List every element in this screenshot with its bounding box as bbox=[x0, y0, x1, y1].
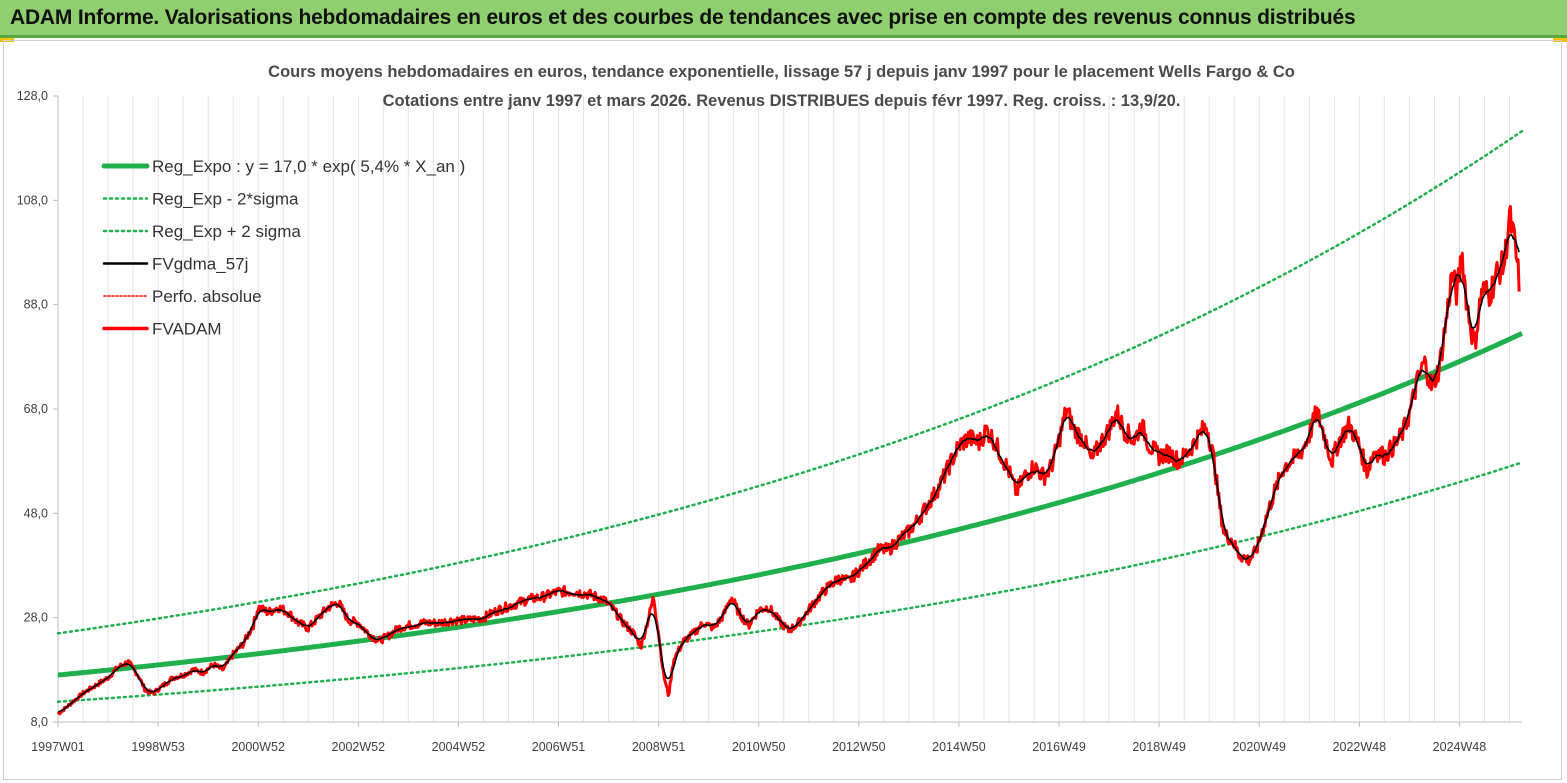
x-tick-label: 2002W52 bbox=[332, 740, 386, 754]
x-tick-label: 1997W01 bbox=[31, 740, 85, 754]
x-tick-label: 2004W52 bbox=[432, 740, 486, 754]
series-reg-exp-minus-2sigma bbox=[56, 461, 1524, 703]
x-tick-label: 2014W50 bbox=[932, 740, 986, 754]
x-tick-label: 2024W48 bbox=[1433, 740, 1487, 754]
x-tick-label: 2012W50 bbox=[832, 740, 886, 754]
legend-label: Reg_Exp + 2 sigma bbox=[152, 222, 301, 241]
x-tick-label: 2006W51 bbox=[532, 740, 586, 754]
chart-frame bbox=[3, 40, 1562, 780]
y-axis-ticks: 128,0 108,0 88,0 68,0 48,0 28,0 8,0 bbox=[17, 89, 58, 729]
x-tick-label: 2010W50 bbox=[732, 740, 786, 754]
x-tick-label: 2016W49 bbox=[1032, 740, 1086, 754]
legend-label: Reg_Expo : y = 17,0 * exp( 5,4% * X_an ) bbox=[152, 157, 465, 176]
series-fvadam bbox=[56, 205, 1521, 716]
chart-legend: Reg_Expo : y = 17,0 * exp( 5,4% * X_an )… bbox=[101, 157, 465, 339]
y-tick-label: 88,0 bbox=[24, 298, 48, 312]
legend-label: Reg_Exp - 2*sigma bbox=[152, 190, 299, 209]
x-tick-label: 2018W49 bbox=[1132, 740, 1186, 754]
x-tick-label: 1998W53 bbox=[131, 740, 185, 754]
report-banner: ADAM Informe. Valorisations hebdomadaire… bbox=[0, 0, 1567, 38]
series-reg-exp-plus-2sigma bbox=[56, 129, 1524, 635]
y-tick-label: 108,0 bbox=[17, 193, 48, 207]
y-tick-label: 8,0 bbox=[31, 715, 48, 729]
y-tick-label: 48,0 bbox=[24, 506, 48, 520]
series-fvgdma-57j bbox=[57, 234, 1520, 713]
chart-title: Cours moyens hebdomadaires en euros, ten… bbox=[268, 63, 1295, 81]
legend-label: FVADAM bbox=[152, 320, 222, 339]
legend-label: Perfo. absolue bbox=[152, 287, 262, 306]
x-tick-label: 2020W49 bbox=[1232, 740, 1286, 754]
x-tick-label: 2022W48 bbox=[1333, 740, 1387, 754]
chart-subtitle: Cotations entre janv 1997 et mars 2026. … bbox=[382, 92, 1181, 110]
y-tick-label: 128,0 bbox=[17, 89, 48, 103]
x-tick-label: 2000W52 bbox=[231, 740, 285, 754]
legend-label: FVgdma_57j bbox=[152, 255, 248, 274]
y-tick-label: 28,0 bbox=[24, 611, 48, 625]
banner-title: ADAM Informe. Valorisations hebdomadaire… bbox=[10, 6, 1356, 29]
chart-series bbox=[56, 129, 1524, 716]
x-tick-label: 2008W51 bbox=[632, 740, 686, 754]
series-reg-expo bbox=[57, 331, 1524, 678]
x-axis-ticks: 1997W01 1998W53 2000W52 2002W52 2004W52 2006W… bbox=[31, 722, 1486, 754]
y-tick-label: 68,0 bbox=[24, 402, 48, 416]
